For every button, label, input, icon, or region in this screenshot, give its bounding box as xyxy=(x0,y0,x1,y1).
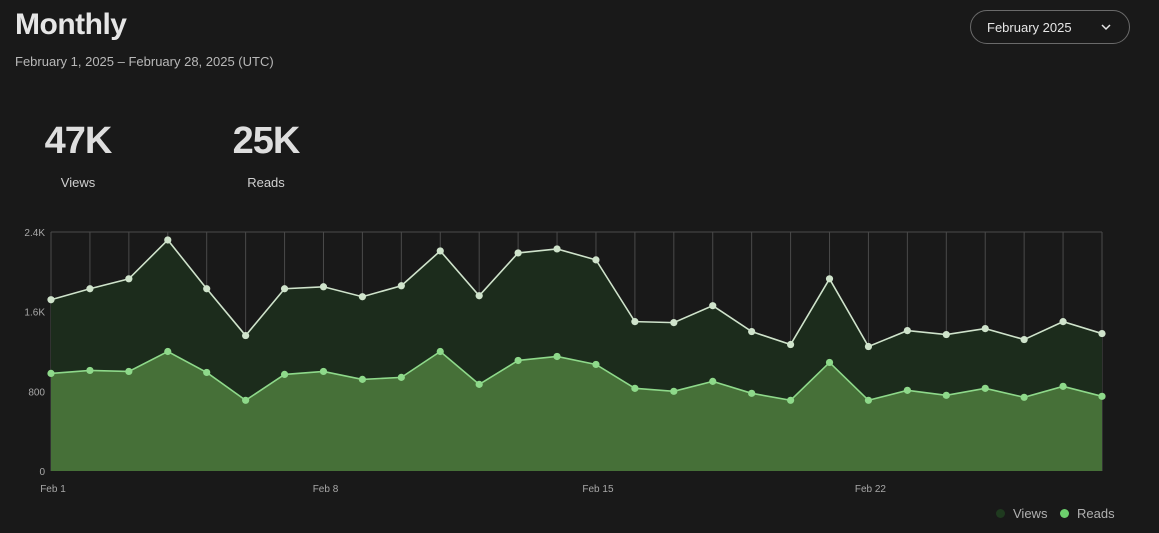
reads-point xyxy=(514,356,522,365)
views-point xyxy=(475,292,483,300)
reads-point xyxy=(553,352,561,361)
reads-point xyxy=(1059,382,1067,390)
views-point xyxy=(203,285,211,293)
views-point xyxy=(670,319,678,327)
page-title: Monthly xyxy=(15,8,127,41)
period-dropdown-value: February 2025 xyxy=(987,19,1072,35)
x-tick-label: Feb 8 xyxy=(313,484,339,495)
chevron-down-icon xyxy=(1101,24,1111,31)
views-point xyxy=(319,283,328,291)
date-range: February 1, 2025 – February 28, 2025 (UT… xyxy=(15,54,274,69)
reads-point xyxy=(748,389,756,397)
views-point xyxy=(164,236,172,244)
reads-point xyxy=(203,368,211,377)
y-tick-label: 800 xyxy=(28,387,45,398)
reads-point xyxy=(436,347,444,356)
views-point xyxy=(358,293,367,301)
legend-reads-swatch xyxy=(1060,509,1069,518)
reads-point xyxy=(164,347,172,356)
views-point xyxy=(125,275,133,283)
views-point xyxy=(748,327,756,336)
reads-point xyxy=(592,360,600,369)
reads-stat: 25K Reads xyxy=(211,120,321,190)
views-point xyxy=(786,340,795,349)
reads-point xyxy=(397,373,405,381)
reads-point xyxy=(864,396,873,404)
reads-point xyxy=(1098,392,1106,400)
reads-point xyxy=(242,396,250,404)
y-tick-label: 1.6K xyxy=(24,308,45,319)
y-tick-label: 2.4K xyxy=(24,228,45,239)
reads-point xyxy=(125,367,133,376)
views-point xyxy=(86,285,94,293)
reads-point xyxy=(786,396,795,404)
views-point xyxy=(280,285,289,293)
legend-views[interactable]: Views xyxy=(996,506,1047,521)
views-point xyxy=(1059,318,1067,326)
reads-point xyxy=(825,358,834,367)
legend-reads[interactable]: Reads xyxy=(1060,506,1115,521)
reads-total: 25K xyxy=(232,120,301,162)
views-point xyxy=(1098,329,1106,338)
views-point xyxy=(242,331,250,340)
views-total: 47K xyxy=(44,120,113,162)
views-point xyxy=(981,324,989,333)
views-point xyxy=(47,296,55,304)
views-point xyxy=(553,245,561,253)
reads-area xyxy=(51,351,1102,471)
reads-point xyxy=(280,370,289,379)
reads-point xyxy=(903,386,911,394)
views-point xyxy=(514,249,522,257)
views-point xyxy=(825,275,834,283)
views-point xyxy=(397,282,405,290)
views-point xyxy=(942,330,950,339)
legend-reads-label: Reads xyxy=(1077,506,1115,521)
views-stat: 47K Views xyxy=(23,120,133,190)
views-point xyxy=(592,256,600,264)
reads-point xyxy=(942,391,950,399)
views-point xyxy=(903,326,911,335)
views-point xyxy=(631,318,639,326)
period-dropdown[interactable]: February 2025 xyxy=(970,10,1130,44)
views-point xyxy=(864,342,873,351)
reads-point xyxy=(86,366,94,375)
views-label: Views xyxy=(60,175,96,190)
reads-point xyxy=(709,377,717,385)
reads-point xyxy=(631,384,639,392)
views-point xyxy=(436,247,444,255)
x-tick-label: Feb 1 xyxy=(40,484,66,495)
reads-point xyxy=(358,375,367,383)
reads-point xyxy=(981,384,989,392)
views-point xyxy=(709,302,717,310)
reads-point xyxy=(670,387,678,395)
reads-point xyxy=(47,369,55,378)
reads-label: Reads xyxy=(247,175,285,190)
views-point xyxy=(1020,335,1028,344)
x-tick-label: Feb 22 xyxy=(855,484,887,495)
reads-point xyxy=(475,380,483,388)
legend-views-swatch xyxy=(996,509,1005,518)
reads-line xyxy=(50,350,1103,402)
x-tick-label: Feb 15 xyxy=(582,484,614,495)
y-tick-label: 0 xyxy=(39,467,45,478)
reads-point xyxy=(319,367,328,376)
views-line xyxy=(50,238,1103,348)
legend-views-label: Views xyxy=(1013,506,1048,521)
reads-point xyxy=(1020,393,1028,401)
